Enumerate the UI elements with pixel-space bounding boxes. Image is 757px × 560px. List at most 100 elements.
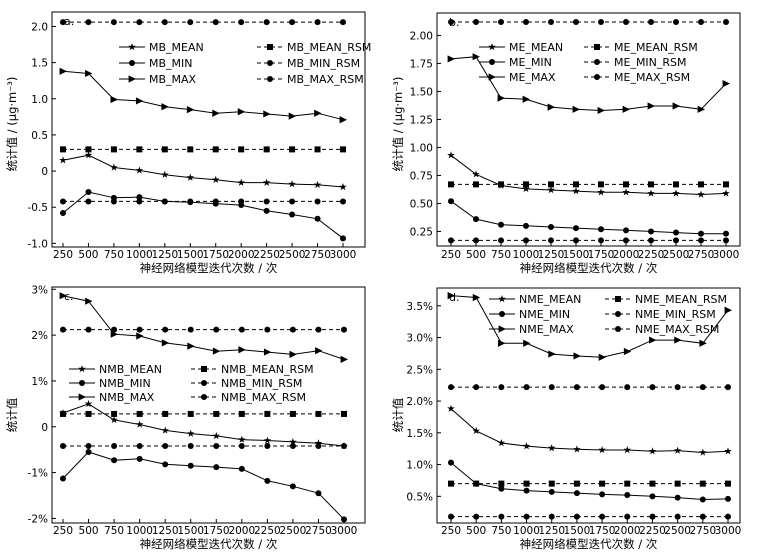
- panel-b-point-me-min: [548, 223, 554, 230]
- panel-c-legend-marker-nmb-min: [79, 380, 85, 386]
- panel-c-legend-nmb-max-rsm: NMB_MAX_RSM: [221, 391, 306, 404]
- panel-b-point-me-max: [547, 103, 555, 111]
- panel-c-point-nmb-mean-rsm: [315, 410, 322, 417]
- panel-b-xtick-label: 250: [441, 249, 461, 261]
- panel-d-point-nme-min: [448, 459, 454, 466]
- panel-b-ytick-label: 1.00: [410, 142, 433, 154]
- panel-c-point-nmb-min-rsm: [315, 443, 322, 450]
- panel-c-xtick-label: 3000: [331, 525, 358, 537]
- panel-a-point-mb-max: [186, 106, 195, 114]
- panel-d-point-nme-max: [598, 353, 607, 361]
- panel-a-point-mb-min-rsm: [161, 198, 168, 205]
- panel-d-xtick-label: 750: [491, 525, 511, 537]
- panel-a-legend-mb-min-rsm: MB_MIN_RSM: [287, 57, 360, 70]
- panel-d-point-nme-min-rsm: [573, 513, 580, 520]
- panel-b-ytick-label: 0.75: [410, 170, 433, 182]
- panel-a-point-mb-min: [85, 189, 92, 196]
- panel-d-legend-marker-nme-mean: [498, 295, 506, 303]
- panel-b-legend-me-max-rsm: ME_MAX_RSM: [614, 71, 690, 84]
- panel-b-point-me-mean: [647, 189, 655, 197]
- panel-a-point-mb-max: [288, 112, 297, 120]
- panel-b-point-me-mean-rsm: [673, 181, 679, 188]
- panel-c-point-nmb-min: [213, 464, 220, 471]
- panel-d-point-nme-min-rsm: [674, 513, 681, 520]
- panel-b-xtick-label: 1000: [513, 249, 540, 261]
- panel-d-point-nme-max-rsm: [624, 384, 631, 391]
- panel-b-xtick-label: 2000: [613, 249, 640, 261]
- panel-a-point-mb-max-rsm: [238, 19, 245, 26]
- panel-c-point-nmb-max-rsm: [187, 326, 194, 333]
- panel-b-point-me-min-rsm: [498, 237, 504, 244]
- panel-a-point-mb-min-rsm: [85, 198, 92, 205]
- panel-b-point-me-mean: [522, 184, 530, 193]
- panel-c-point-nmb-max: [110, 330, 119, 338]
- panel-a-point-mb-mean: [262, 178, 271, 186]
- panel-c-xtick-label: 1500: [177, 525, 204, 537]
- panel-c-point-nmb-mean: [238, 435, 246, 443]
- panel-b-xtick-label: 1250: [538, 249, 565, 261]
- panel-d-point-nme-mean-rsm: [699, 480, 706, 487]
- panel-d-point-nme-max: [674, 336, 682, 344]
- panel-a-point-mb-max: [135, 97, 144, 105]
- panel-a-point-mb-mean-rsm: [263, 146, 270, 153]
- panel-d-point-nme-min: [699, 496, 706, 503]
- panel-d-point-nme-min: [624, 492, 631, 499]
- panel-a-xtick-label: 2500: [279, 249, 306, 261]
- panel-c-ytick-label: 0: [41, 422, 48, 434]
- panel-b-point-me-mean-rsm: [698, 181, 704, 188]
- panel-d-point-nme-min: [523, 487, 530, 494]
- panel-d-point-nme-max: [523, 339, 531, 347]
- panel-b-point-me-max: [597, 106, 605, 115]
- panel-a-point-mb-mean: [186, 173, 195, 181]
- panel-c-point-nmb-max: [85, 297, 93, 305]
- panel-a-point-mb-min: [60, 210, 66, 217]
- panel-b-legend: ME_MEAN ME_MEAN_RSM ME_MIN ME_MIN_RSM ME_MAX…: [479, 41, 698, 84]
- panel-d-point-nme-mean-rsm: [725, 480, 731, 487]
- panel-d-legend-nme-min-rsm: NME_MIN_RSM: [635, 308, 716, 321]
- panel-a-xtick-label: 1750: [202, 249, 229, 261]
- panel-a-point-mb-mean-rsm: [212, 146, 219, 153]
- panel-a-point-mb-max: [339, 116, 347, 124]
- panel-d-point-nme-max: [649, 336, 657, 344]
- panel-b-ytick-label: 0.25: [410, 226, 433, 238]
- panel-d-point-nme-mean-rsm: [548, 480, 555, 487]
- panel-b-legend-marker-me-min: [489, 59, 495, 65]
- panel-a-frame: [51, 11, 366, 248]
- panel-c-xtick-label: 1250: [152, 525, 179, 537]
- panel-c-ytick-label: -1%: [28, 468, 48, 480]
- panel-a-series-mb-max: [62, 70, 344, 121]
- panel-c-point-nmb-max-rsm: [136, 326, 143, 333]
- panel-a-point-mb-mean-rsm: [136, 146, 143, 153]
- panel-b-series-me-max: [450, 56, 727, 112]
- panel-a-label: a.: [64, 15, 74, 28]
- panel-a-ytick-label: 1.5: [31, 58, 48, 70]
- panel-a-point-mb-max-rsm: [136, 19, 143, 26]
- panel-c-point-nmb-mean-rsm: [60, 410, 66, 417]
- panel-b-point-me-max-rsm: [598, 18, 604, 25]
- panel-b-xtick-label: 1500: [563, 249, 590, 261]
- panel-a-series-mb-mean: [62, 154, 344, 188]
- panel-b-point-me-mean: [447, 151, 455, 159]
- panel-b-point-me-min: [698, 230, 704, 237]
- panel-d-label: d.: [449, 291, 459, 304]
- panel-a-point-mb-max: [314, 109, 322, 117]
- panel-d-point-nme-mean-rsm: [674, 480, 681, 487]
- panel-b-point-me-min: [623, 227, 629, 234]
- panel-b-point-me-max: [722, 79, 730, 88]
- panel-b-point-me-min-rsm: [698, 237, 704, 244]
- panel-b-point-me-max-rsm: [448, 18, 454, 25]
- panel-c-point-nmb-mean-rsm: [264, 410, 271, 417]
- panel-c-ylabel: 统计值: [5, 397, 19, 432]
- panel-b-point-me-min: [598, 226, 604, 233]
- panel-d-point-nme-max-rsm: [699, 384, 706, 391]
- panel-c-point-nmb-max: [340, 355, 348, 364]
- panel-c-point-nmb-min: [264, 477, 271, 484]
- panel-c-point-nmb-mean-rsm: [136, 410, 143, 417]
- panel-c-point-nmb-min: [289, 483, 296, 490]
- panel-c-point-nmb-max-rsm: [162, 326, 169, 333]
- panel-a-point-mb-max: [212, 109, 220, 117]
- panel-c-ytick-label: -2%: [28, 513, 48, 525]
- panel-b-point-me-max: [622, 105, 630, 113]
- panel-c-point-nmb-mean: [186, 429, 195, 437]
